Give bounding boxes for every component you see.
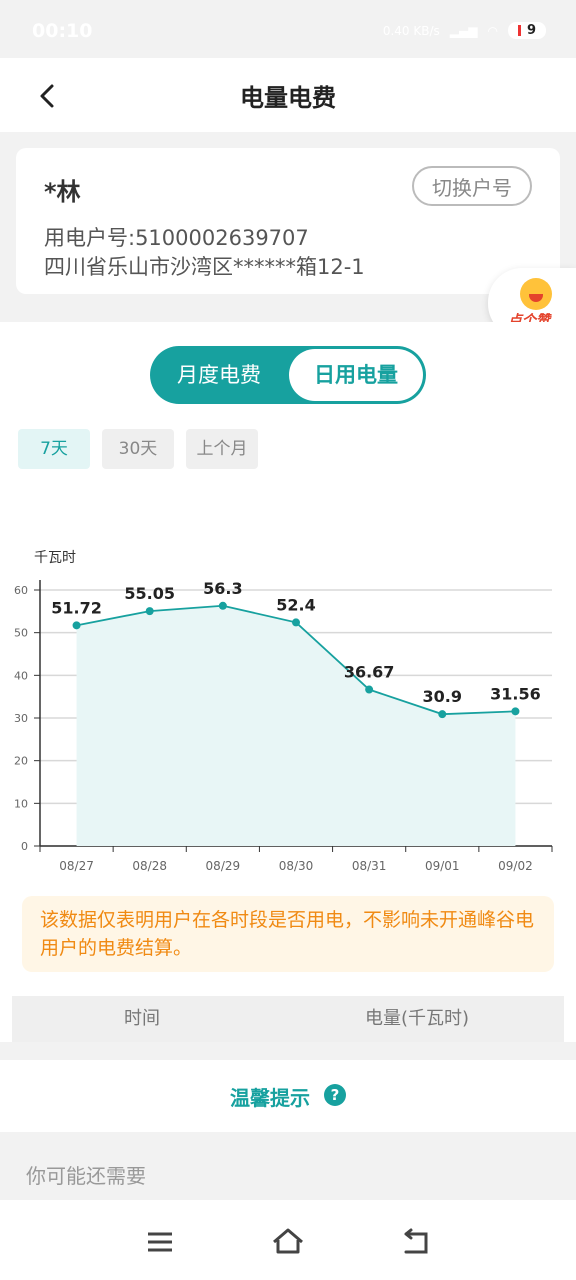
tab-daily[interactable]: 日用电量 bbox=[289, 349, 423, 401]
data-point bbox=[365, 685, 374, 694]
x-tick-label: 08/31 bbox=[352, 859, 387, 873]
y-tick-label: 40 bbox=[14, 669, 28, 682]
menu-icon[interactable] bbox=[140, 1222, 180, 1262]
home-icon[interactable] bbox=[268, 1222, 308, 1262]
may-need-heading: 你可能还需要 bbox=[26, 1164, 146, 1188]
y-tick-label: 60 bbox=[14, 584, 28, 597]
net-speed: 0.40 KB/s bbox=[382, 23, 440, 38]
data-label: 52.4 bbox=[276, 595, 315, 614]
col-time: 时间 bbox=[124, 1008, 160, 1029]
x-tick-label: 09/01 bbox=[425, 859, 460, 873]
col-usage: 电量(千瓦时) bbox=[364, 1008, 470, 1029]
usage-section: 月度电费 日用电量 7天 30天 上个月 千瓦时 0 10 20 30 40 50 60 51.… bbox=[0, 322, 576, 1042]
y-tick-label: 50 bbox=[14, 627, 28, 640]
tips-row[interactable]: 温馨提示 ? bbox=[0, 1060, 576, 1132]
chevron-left-icon bbox=[40, 84, 54, 108]
segmented-control: 月度电费 日用电量 bbox=[150, 346, 426, 404]
wifi-icon: ◠ bbox=[487, 23, 498, 38]
status-time: 00:10 bbox=[32, 20, 93, 42]
header: 电量电费 bbox=[0, 58, 576, 132]
y-tick-label: 20 bbox=[14, 755, 28, 768]
x-tick-label: 08/30 bbox=[279, 859, 314, 873]
x-tick-label: 08/29 bbox=[206, 859, 241, 873]
tips-label: 温馨提示 bbox=[230, 1086, 310, 1110]
x-tick-label: 08/28 bbox=[132, 859, 167, 873]
back-icon[interactable] bbox=[396, 1222, 436, 1262]
tab-monthly[interactable]: 月度电费 bbox=[177, 363, 261, 387]
account-card: *林 切换户号 用电户号:5100002639707 四川省乐山市沙湾区****… bbox=[16, 148, 560, 294]
account-address: 四川省乐山市沙湾区******箱12-1 bbox=[44, 255, 365, 279]
y-tick-label: 10 bbox=[14, 797, 28, 810]
question-icon: ? bbox=[324, 1084, 346, 1106]
data-label: 36.67 bbox=[344, 663, 395, 682]
y-axis-label: 千瓦时 bbox=[34, 550, 76, 566]
signal-icon: ▂▄▆ bbox=[449, 23, 478, 38]
data-label: 30.9 bbox=[423, 687, 462, 706]
data-point bbox=[511, 707, 520, 716]
data-label: 51.72 bbox=[51, 598, 102, 617]
x-tick-label: 09/02 bbox=[498, 859, 533, 873]
account-number: 用电户号:5100002639707 bbox=[44, 226, 309, 250]
status-icons: 0.40 KB/s ▂▄▆ ◠ 9 bbox=[383, 22, 546, 39]
data-point bbox=[218, 601, 227, 610]
period-30days[interactable]: 30天 bbox=[102, 429, 174, 469]
y-tick-label: 0 bbox=[21, 840, 28, 853]
period-last-month[interactable]: 上个月 bbox=[186, 429, 258, 469]
period-7days[interactable]: 7天 bbox=[18, 429, 90, 469]
usage-chart: 千瓦时 0 10 20 30 40 50 60 51.72 55.05 56.3 52.4 36.67 3… bbox=[14, 550, 553, 873]
switch-account-button[interactable]: 切换户号 bbox=[412, 166, 532, 206]
smile-face-icon bbox=[520, 278, 552, 310]
series-area bbox=[76, 605, 516, 846]
data-point bbox=[145, 607, 154, 616]
back-button[interactable] bbox=[32, 80, 64, 112]
data-label: 55.05 bbox=[124, 584, 175, 603]
battery-icon: 9 bbox=[507, 22, 546, 39]
data-point bbox=[292, 618, 300, 627]
table-header: 时间 电量(千瓦时) bbox=[12, 996, 564, 1042]
data-label: 31.56 bbox=[490, 684, 541, 703]
data-label: 56.3 bbox=[203, 579, 242, 598]
notice-box: 该数据仅表明用户在各时段是否用电，不影响未开通峰谷电用户的电费结算。 bbox=[22, 896, 554, 972]
y-tick-label: 30 bbox=[14, 712, 28, 725]
x-tick-label: 08/27 bbox=[59, 859, 94, 873]
account-name: *林 bbox=[44, 178, 81, 206]
system-nav-bar bbox=[0, 1200, 576, 1280]
data-point bbox=[72, 621, 81, 630]
page-title: 电量电费 bbox=[240, 84, 336, 112]
data-point bbox=[438, 710, 447, 719]
status-bar: 00:10 0.40 KB/s ▂▄▆ ◠ 9 bbox=[0, 0, 576, 58]
